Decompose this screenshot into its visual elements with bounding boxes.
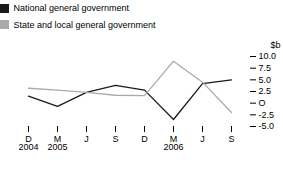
svg-text:10.0: 10.0 xyxy=(259,51,277,61)
svg-text:O: O xyxy=(259,98,266,108)
svg-text:-2.5: -2.5 xyxy=(259,109,275,119)
html-text:State and local general govern: State and local general government xyxy=(13,19,156,30)
svg-text:$b: $b xyxy=(270,39,280,49)
svg-text:2004: 2004 xyxy=(18,141,38,151)
svg-text:S: S xyxy=(228,133,234,143)
svg-text:D: D xyxy=(141,133,148,143)
svg-text:5.0: 5.0 xyxy=(259,74,272,84)
svg-text:D: D xyxy=(25,133,32,144)
html-text:National general government: National general government xyxy=(13,3,130,14)
svg-text:2.5: 2.5 xyxy=(259,86,272,96)
svg-text:-5.0: -5.0 xyxy=(259,121,275,131)
svg-text:7.5: 7.5 xyxy=(259,63,272,73)
svg-text:M: M xyxy=(169,133,178,144)
svg-text:M: M xyxy=(53,133,62,144)
svg-text:J: J xyxy=(200,133,205,143)
svg-text:J: J xyxy=(84,133,89,143)
svg-text:2006: 2006 xyxy=(163,141,183,151)
svg-text:2005: 2005 xyxy=(47,141,67,151)
svg-text:S: S xyxy=(112,133,118,143)
